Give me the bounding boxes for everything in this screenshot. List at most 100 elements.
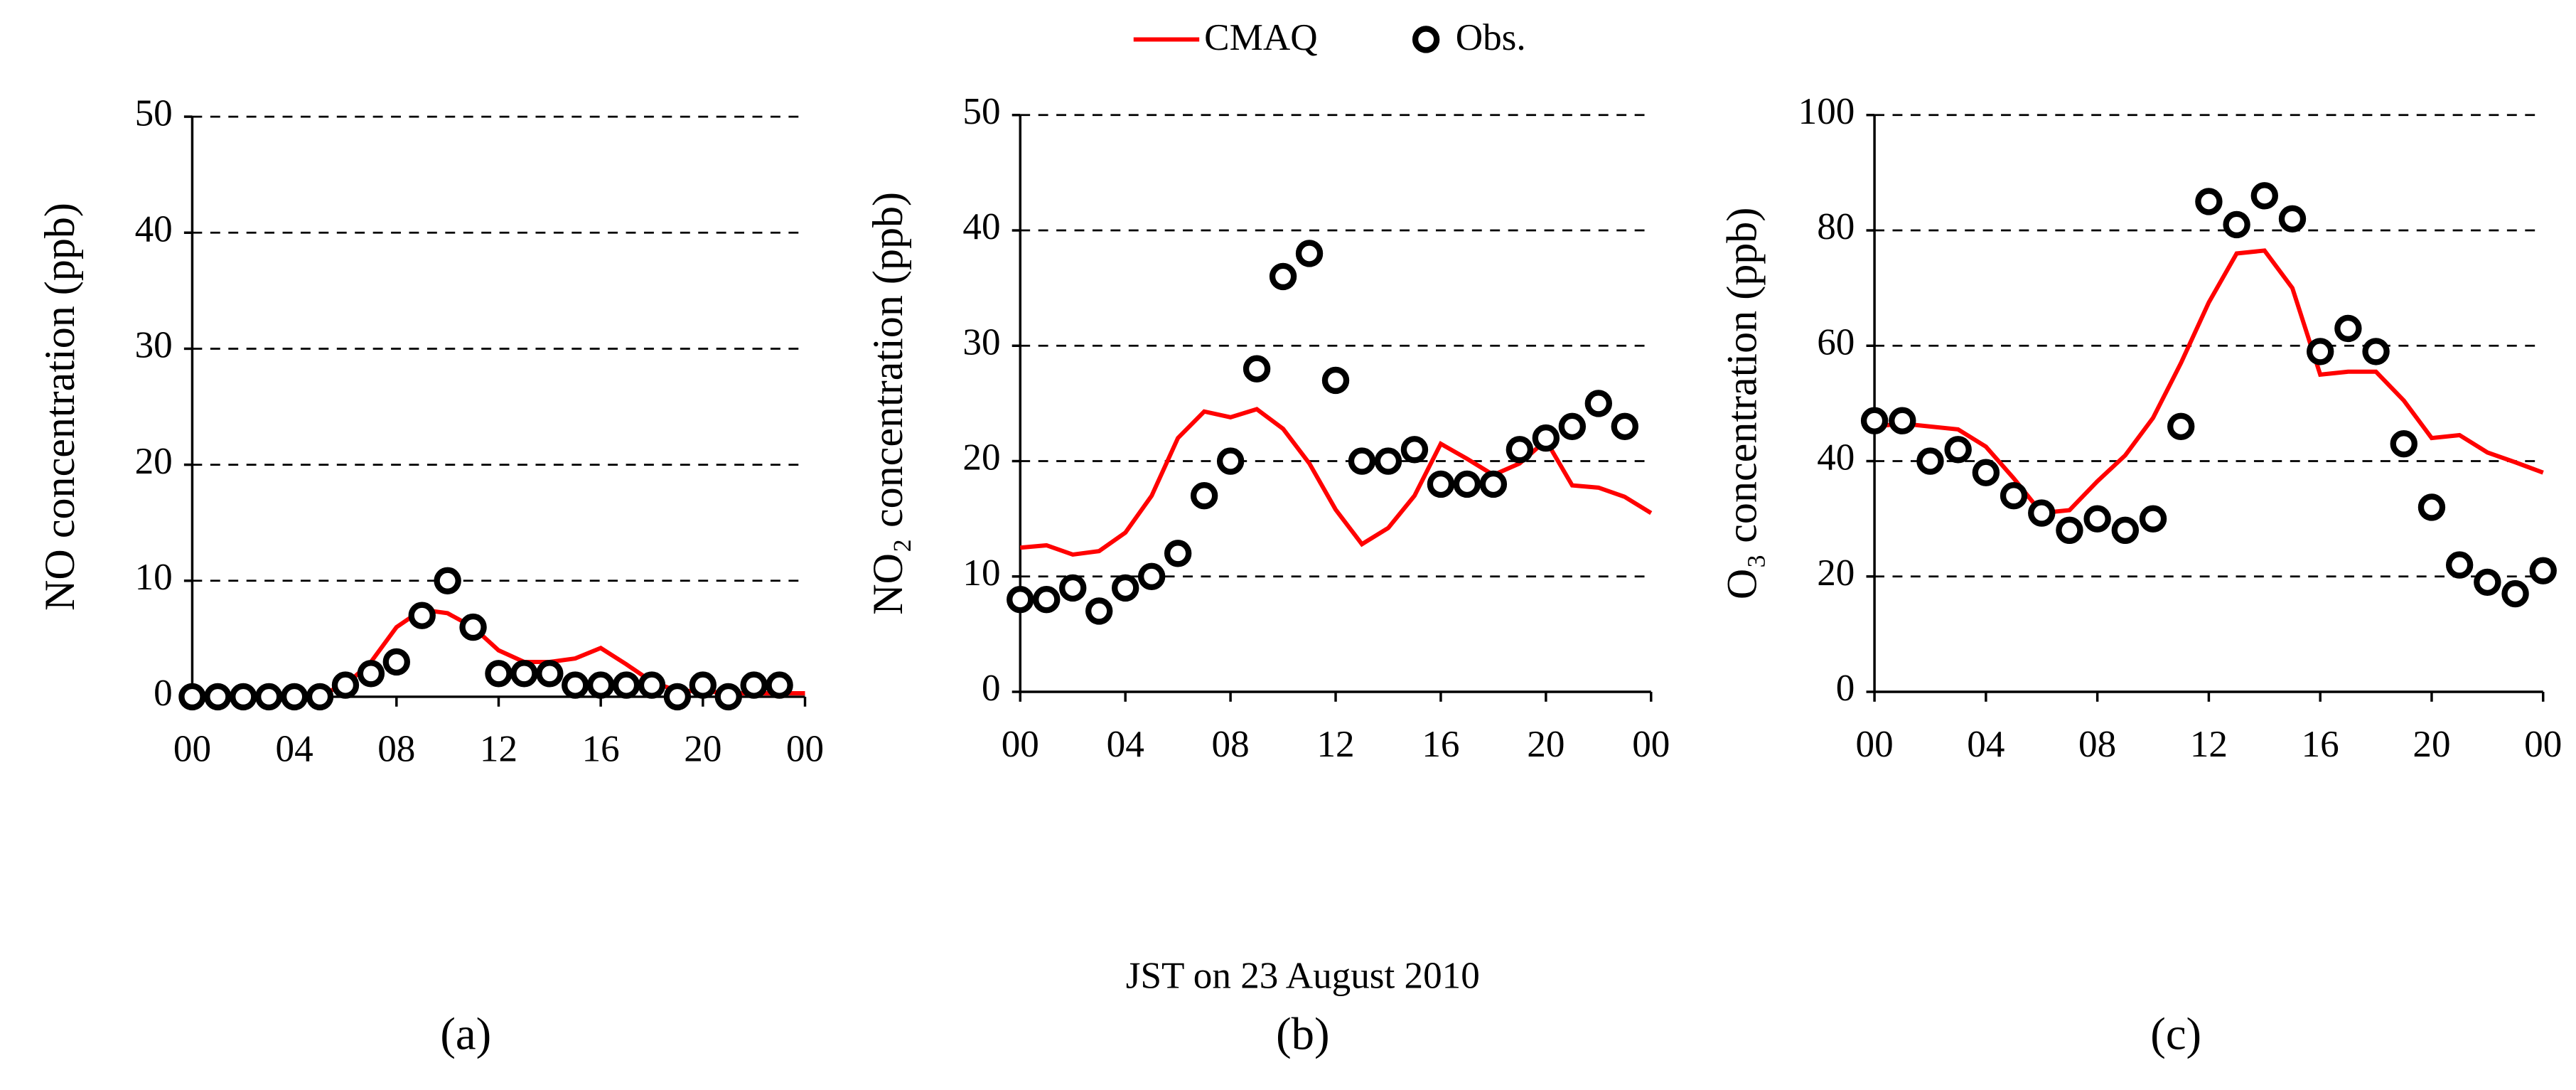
x-axis-label: JST on 23 August 2010 [1126,956,1480,997]
x-tick-label: 20 [684,729,721,770]
obs-point [2278,205,2307,233]
obs-point [408,602,436,629]
y-tick-label: 50 [135,92,173,134]
x-tick-label: 16 [582,729,620,770]
x-tick-label: 08 [2078,724,2116,765]
obs-point [1860,407,1889,434]
x-tick-label: 00 [786,729,824,770]
obs-point [434,567,461,594]
obs-point [331,671,360,699]
panel-label: (c) [2150,1008,2201,1059]
y-tick-label: 10 [962,552,1000,594]
y-axis-label: NO₂ concentration (ppb) [864,192,911,615]
y-tick-label: 20 [1817,552,1855,594]
y-tick-label: 20 [962,437,1000,479]
obs-point [280,683,308,711]
y-tick-label: 60 [1817,321,1855,363]
obs-point [1085,597,1113,625]
legend-label: Obs. [1456,17,1526,58]
x-tick-label: 12 [480,729,517,770]
obs-point [357,660,385,688]
panel-label: (a) [440,1008,491,1059]
x-tick-label: 00 [2524,724,2562,765]
obs-point [1243,355,1271,383]
y-tick-label: 50 [962,91,1000,132]
obs-point [689,671,717,699]
obs-point [1427,470,1455,498]
obs-point [1400,436,1429,464]
obs-point [230,683,257,711]
obs-point [2445,551,2474,579]
legend-label: CMAQ [1204,17,1317,58]
obs-point [1972,459,2000,486]
y-tick-label: 0 [982,668,1001,709]
panel-label: (b) [1276,1008,1329,1059]
y-tick-label: 0 [1836,668,1855,709]
obs-point [562,671,589,699]
obs-point [1216,447,1245,475]
y-tick-label: 0 [154,673,173,714]
obs-point [2028,499,2056,527]
obs-point [2056,516,2083,545]
obs-point [2529,557,2557,584]
obs-point [2111,516,2140,545]
x-tick-label: 08 [1212,724,1250,765]
obs-point [1295,240,1324,267]
x-tick-label: 16 [1422,724,1459,765]
obs-point [1269,262,1297,291]
obs-point [2250,182,2278,210]
y-tick-label: 10 [135,557,173,598]
y-tick-label: 30 [962,321,1000,363]
x-tick-label: 04 [1967,724,2005,765]
obs-point [714,683,742,711]
obs-point [638,671,666,699]
y-tick-label: 40 [135,208,173,250]
obs-point [2223,210,2250,239]
obs-point [663,683,692,711]
obs-point [2000,482,2028,510]
obs-point [2362,338,2390,365]
x-tick-label: 20 [1527,724,1565,765]
obs-point [204,683,232,711]
y-axis-label: NO concentration (ppb) [36,203,83,611]
y-tick-label: 40 [962,206,1000,247]
obs-point [1453,470,1481,498]
obs-point [2167,412,2195,441]
x-tick-label: 20 [2413,724,2450,765]
y-axis-label: O₃ concentration (ppb) [1718,208,1766,599]
x-tick-label: 04 [276,729,313,770]
obs-point [1059,574,1087,602]
obs-point [2390,429,2417,458]
obs-point [1506,436,1534,464]
x-tick-label: 04 [1107,724,1144,765]
obs-point [2307,338,2334,365]
x-tick-label: 16 [2302,724,2339,765]
obs-point [2195,188,2223,215]
obs-point [1164,540,1192,567]
x-tick-label: 12 [2190,724,2228,765]
obs-point [586,671,615,699]
x-tick-label: 08 [377,729,415,770]
obs-point [1479,470,1508,498]
obs-point [1007,586,1034,614]
y-tick-label: 20 [135,441,173,482]
obs-point [766,671,793,699]
obs-point [2417,493,2446,521]
obs-point [1584,390,1612,417]
obs-point [1532,424,1560,452]
x-tick-label: 00 [1632,724,1670,765]
x-tick-label: 00 [1856,724,1894,765]
obs-point [1916,447,1944,475]
x-tick-label: 12 [1316,724,1354,765]
obs-point [1611,412,1638,441]
y-tick-label: 40 [1817,437,1855,479]
obs-point [255,683,283,711]
x-tick-label: 00 [1002,724,1039,765]
legend-marker [1412,26,1440,53]
obs-point [612,671,640,699]
obs-point [459,613,487,641]
obs-point [2501,579,2529,608]
obs-point [2083,505,2111,533]
obs-point [740,671,768,699]
obs-point [536,660,564,688]
